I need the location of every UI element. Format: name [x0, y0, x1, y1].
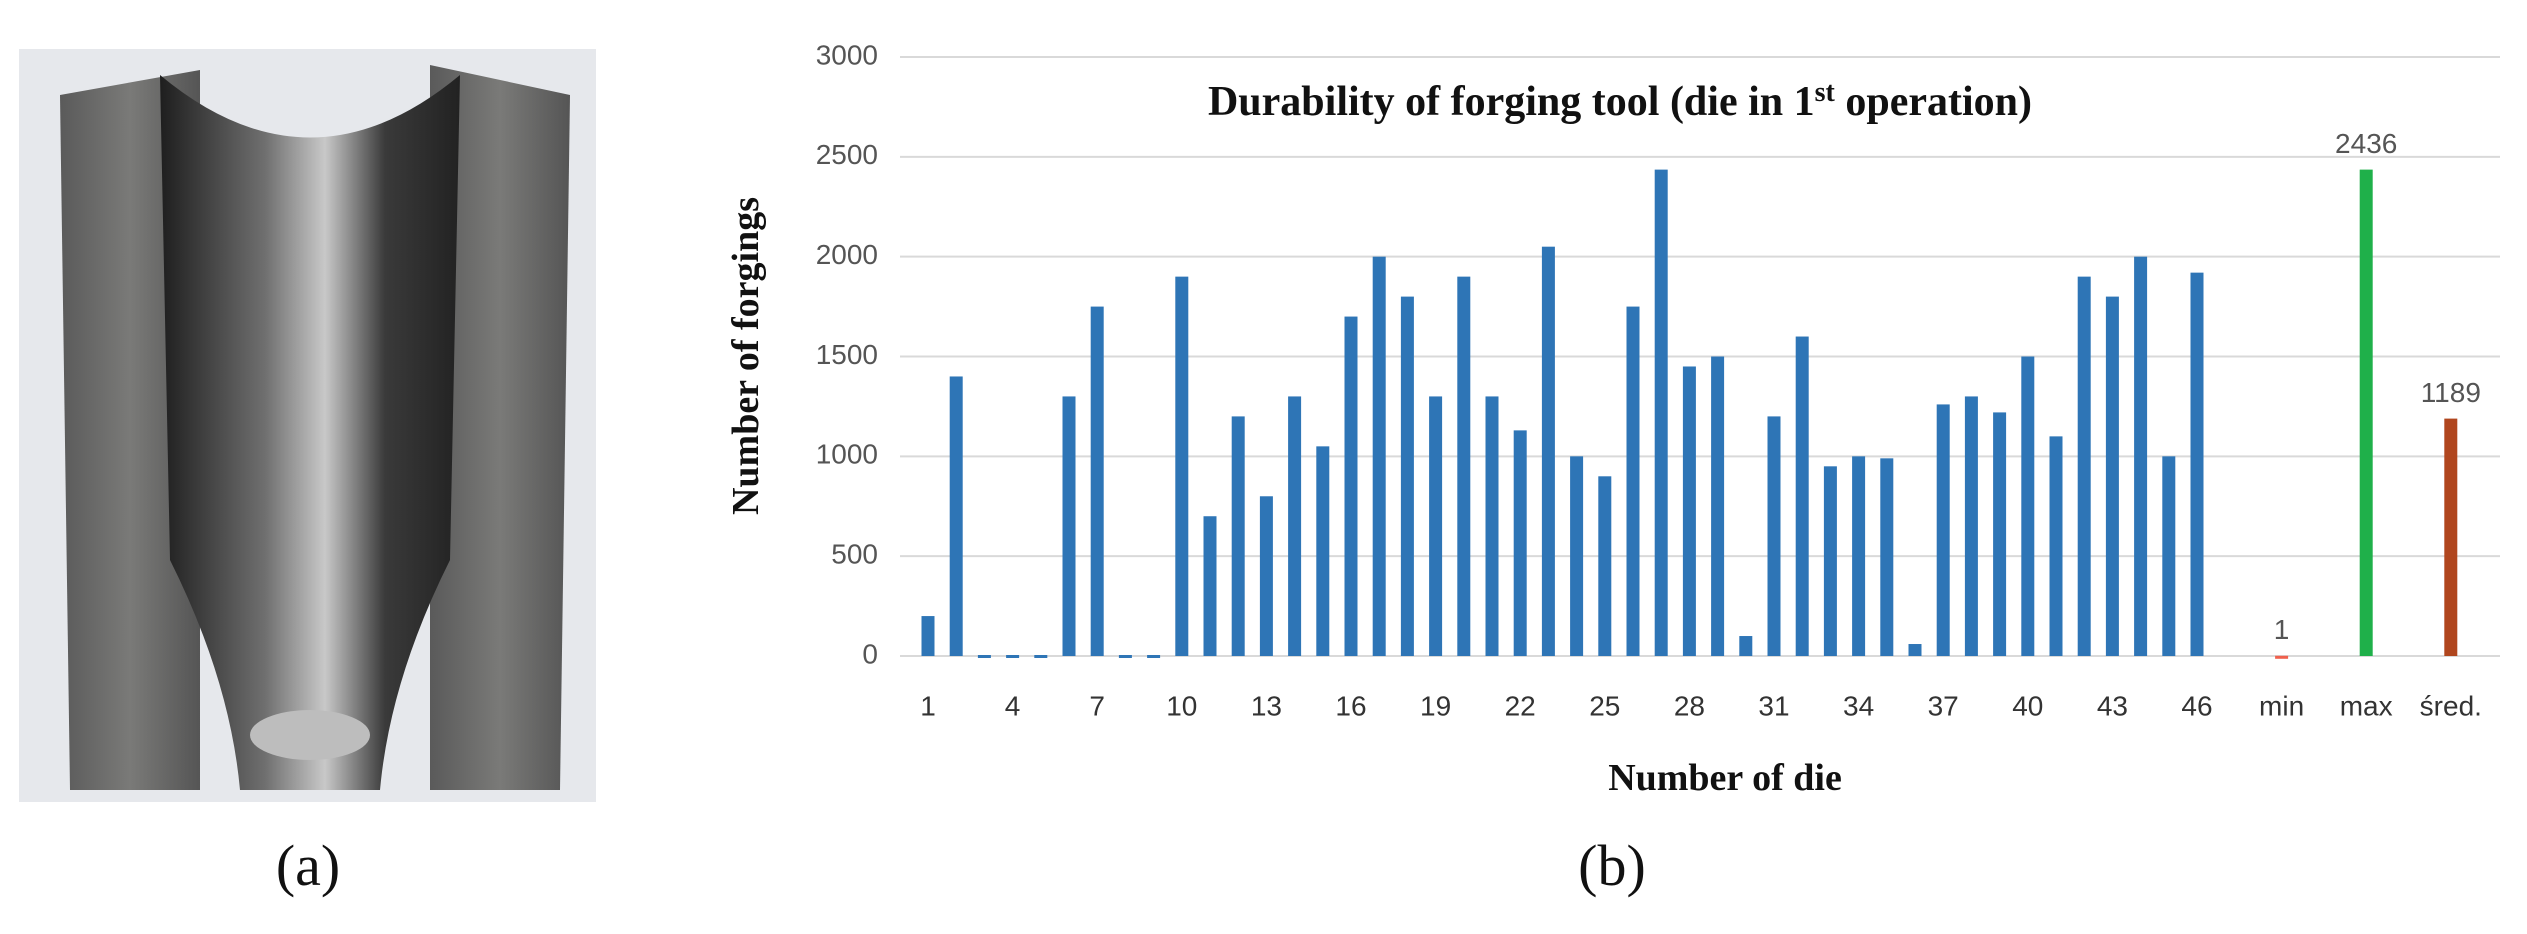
x-tick-label: 46 — [2181, 690, 2212, 721]
x-tick-label: 34 — [1843, 690, 1874, 721]
y-tick-label: 500 — [831, 539, 878, 570]
data-label: 1 — [2274, 614, 2290, 645]
y-axis-title: Number of forgings — [725, 197, 767, 515]
bar — [1795, 336, 1809, 656]
bar — [1118, 655, 1132, 659]
bar — [1767, 416, 1781, 656]
x-tick-label: 10 — [1166, 690, 1197, 721]
bar — [1739, 636, 1753, 656]
bar — [1457, 276, 1471, 656]
bar — [2359, 169, 2373, 656]
bar — [1400, 296, 1414, 656]
x-tick-label: max — [2340, 690, 2393, 721]
bar — [1485, 396, 1499, 656]
bar — [1711, 356, 1725, 656]
bar — [1626, 306, 1640, 656]
title-text: operation) — [1835, 79, 2032, 125]
bar — [949, 376, 963, 656]
x-tick-label: 40 — [2012, 690, 2043, 721]
bar — [2134, 256, 2148, 656]
x-tick-label: min — [2259, 690, 2304, 721]
bar — [1203, 516, 1217, 656]
bar — [2444, 418, 2458, 656]
x-tick-label: 1 — [920, 690, 936, 721]
bar — [1541, 246, 1555, 656]
bar — [1880, 458, 1894, 656]
x-axis-title: Number of die — [1608, 757, 1842, 799]
x-tick-label: 25 — [1589, 690, 1620, 721]
bar — [1344, 316, 1358, 656]
bar — [1062, 396, 1076, 656]
bar — [2162, 456, 2176, 656]
bar — [2021, 356, 2035, 656]
photo-die — [19, 49, 596, 802]
bar — [1513, 430, 1527, 656]
bar — [1175, 276, 1189, 656]
bar — [1316, 446, 1330, 656]
x-tick-label: 13 — [1251, 690, 1282, 721]
bar — [1090, 306, 1104, 656]
x-tick-label: 28 — [1674, 690, 1705, 721]
bar — [2049, 436, 2063, 656]
title-text: Durability of forging tool (die in 1 — [1208, 79, 1815, 125]
x-tick-label: 4 — [1005, 690, 1021, 721]
bar — [2077, 276, 2091, 656]
x-tick-label: 22 — [1505, 690, 1536, 721]
bar — [1288, 396, 1302, 656]
x-tick-label: 31 — [1758, 690, 1789, 721]
bar — [1372, 256, 1386, 656]
bar — [1231, 416, 1245, 656]
bar — [1823, 466, 1837, 656]
bar — [1936, 404, 1950, 656]
bar — [1006, 655, 1020, 659]
y-tick-label: 2500 — [816, 139, 878, 170]
bar — [1654, 169, 1668, 656]
bar — [2105, 296, 2119, 656]
panel-label: (a) — [276, 833, 340, 898]
chart-title: Durability of forging tool (die in 1st o… — [1208, 77, 2032, 125]
x-tick-label: 16 — [1335, 690, 1366, 721]
bar — [1598, 476, 1612, 656]
bar — [977, 655, 991, 659]
bar — [921, 616, 935, 656]
y-tick-label: 0 — [862, 638, 878, 669]
bar — [2190, 272, 2204, 656]
bar — [1429, 396, 1443, 656]
bar — [1993, 412, 2007, 656]
data-label: 1189 — [2421, 377, 2481, 408]
panel-label: (b) — [1578, 833, 1646, 898]
bar — [1852, 456, 1866, 656]
y-tick-label: 1500 — [816, 339, 878, 370]
data-label: 2436 — [2335, 128, 2397, 159]
x-tick-label: 43 — [2097, 690, 2128, 721]
bar — [2275, 655, 2289, 659]
x-tick-label: śred. — [2420, 690, 2482, 721]
bar — [1147, 655, 1161, 659]
y-tick-label: 1000 — [816, 439, 878, 470]
x-tick-label: 19 — [1420, 690, 1451, 721]
bar — [1259, 496, 1273, 656]
x-tick-label: 37 — [1928, 690, 1959, 721]
bar — [1682, 366, 1696, 656]
title-superscript: st — [1815, 77, 1836, 108]
bar — [1034, 655, 1048, 659]
y-tick-label: 2000 — [816, 239, 878, 270]
bar — [1964, 396, 1978, 656]
bar — [1908, 644, 1922, 656]
x-tick-label: 7 — [1089, 690, 1105, 721]
y-tick-label: 3000 — [816, 39, 878, 70]
bar — [1570, 456, 1584, 656]
